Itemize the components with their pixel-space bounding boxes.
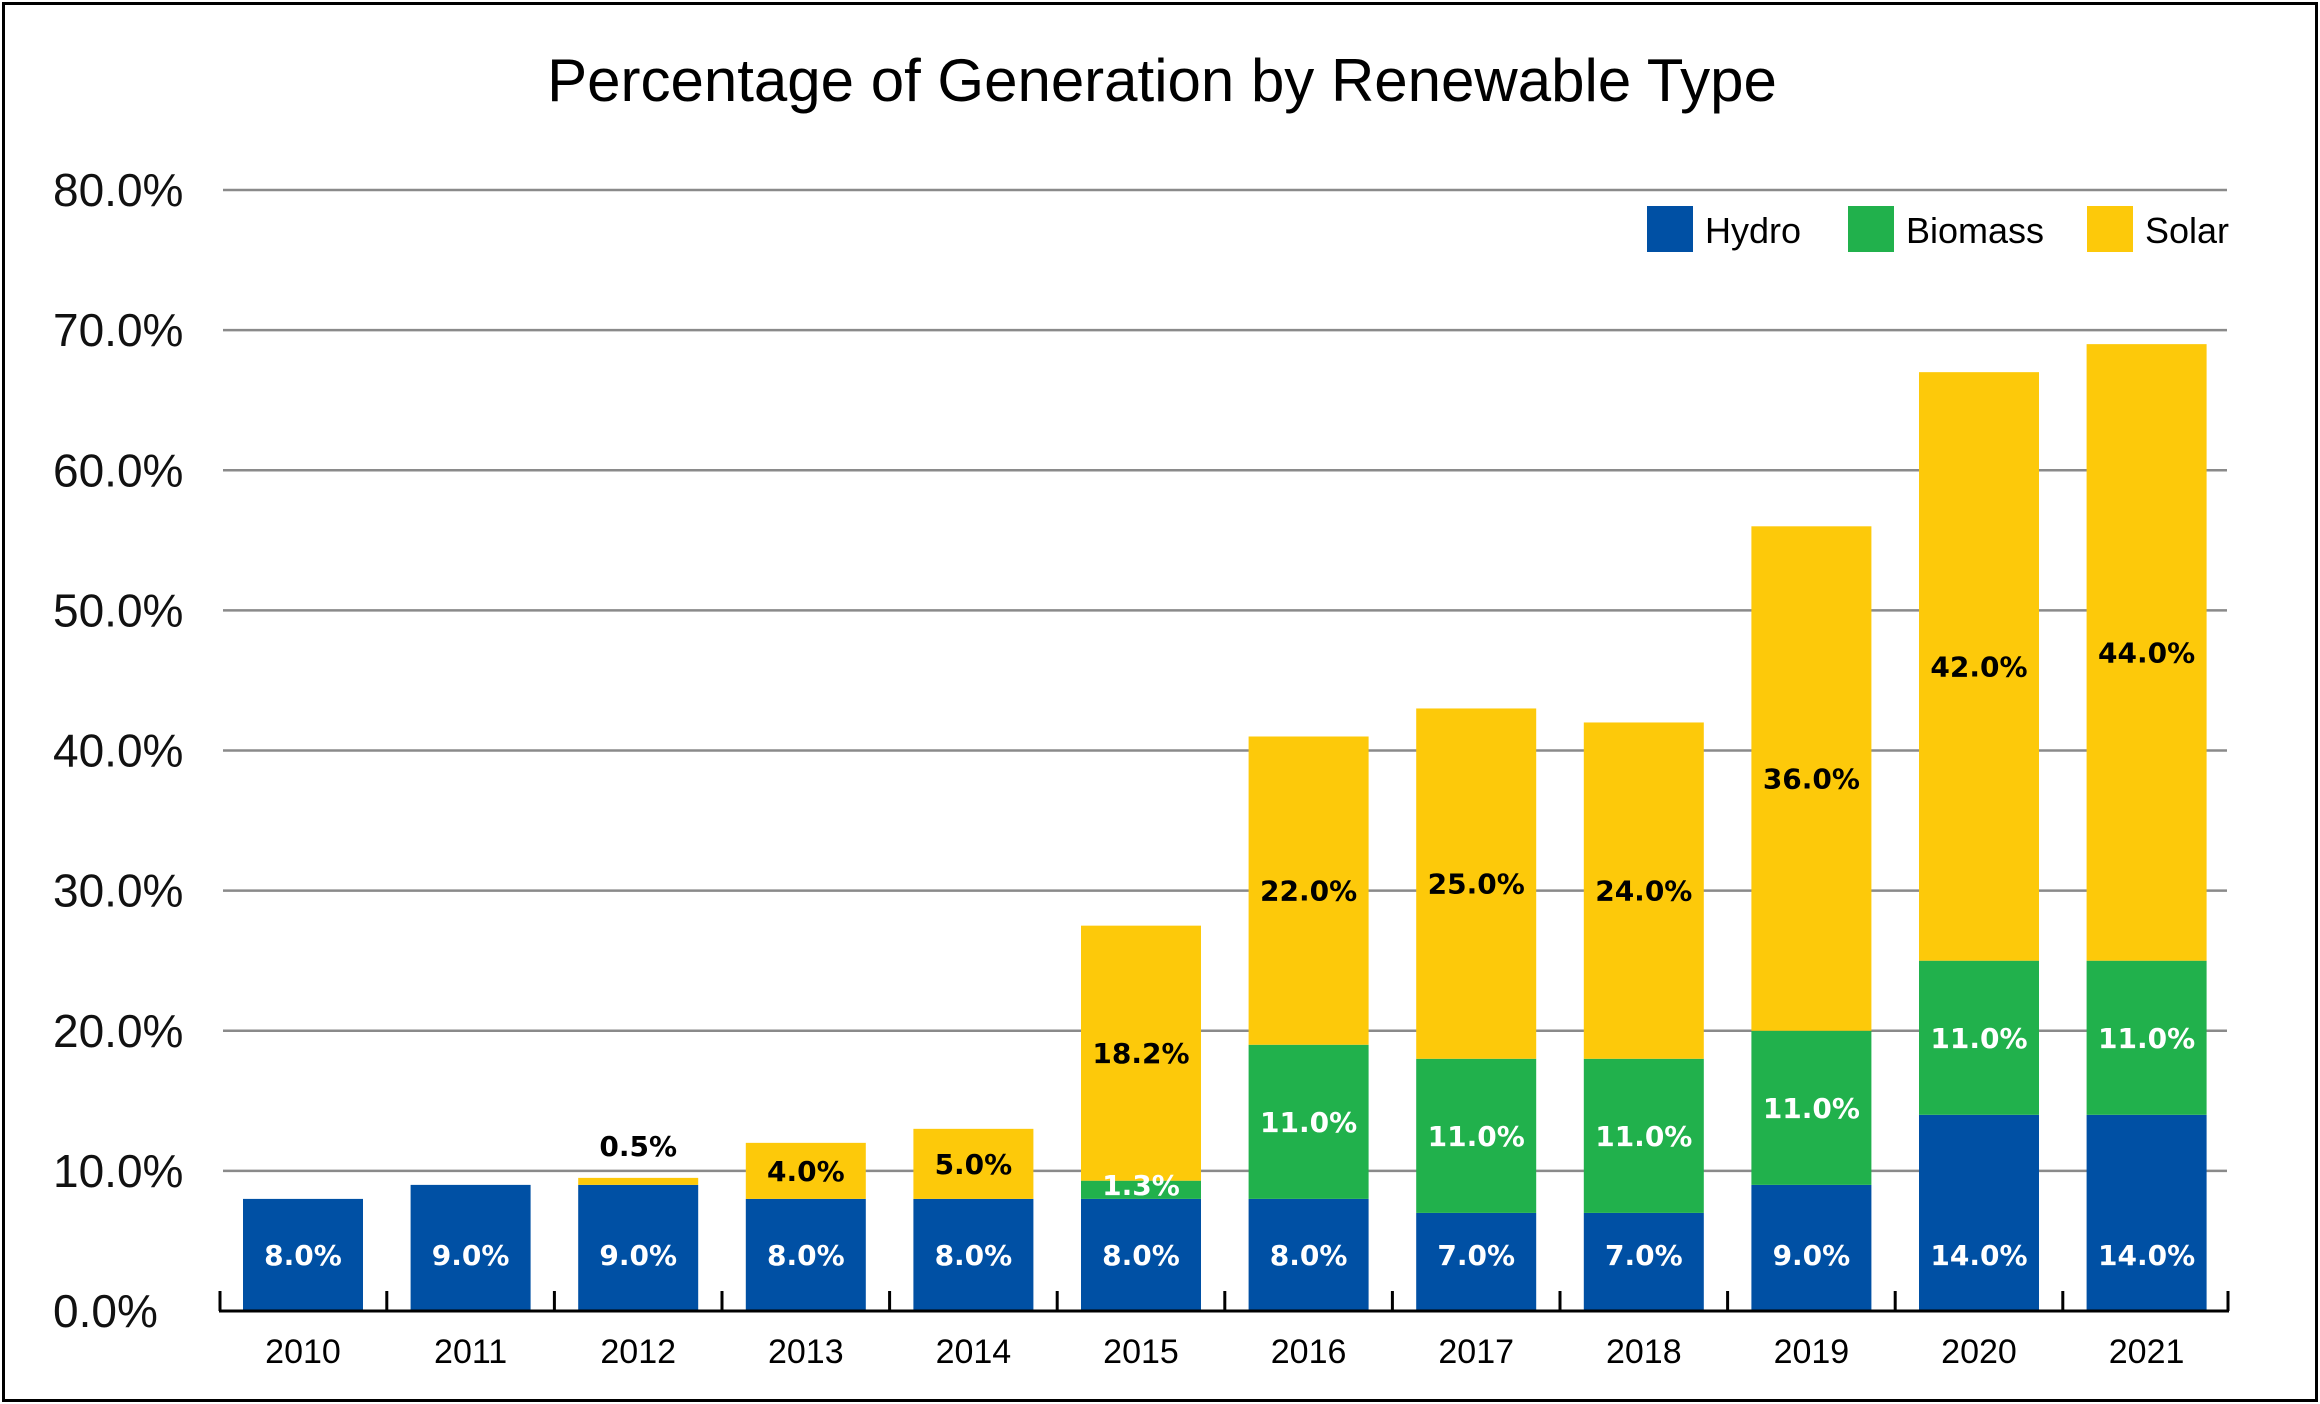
data-label-biomass-2020: 11.0% (1930, 1022, 2027, 1055)
bar-hydro-2017 (1416, 1212, 1537, 1311)
data-label-biomass-2021: 11.0% (2098, 1022, 2195, 1055)
data-label-solar-2018: 24.0% (1595, 875, 1692, 908)
y-tick-label: 50.0% (53, 584, 183, 636)
bar-solar-2020 (1919, 372, 2039, 961)
bar-biomass-2016 (1248, 1044, 1369, 1199)
y-tick-label: 40.0% (53, 725, 183, 777)
x-tick-label: 2019 (1774, 1333, 1850, 1371)
bar-solar-2014 (913, 1128, 1034, 1199)
data-label-hydro-2010: 8.0% (264, 1239, 342, 1272)
bar-hydro-2021 (2086, 1114, 2207, 1311)
bars (243, 344, 2207, 1311)
legend-swatch-hydro (1647, 206, 1693, 252)
data-label-solar-2020: 42.0% (1930, 650, 2027, 683)
data-label-hydro-2012: 9.0% (599, 1239, 677, 1272)
data-label-biomass-2018: 11.0% (1595, 1120, 1692, 1153)
bar-solar-2021 (2086, 344, 2207, 961)
stacked-bar-chart: Percentage of Generation by Renewable Ty… (53, 47, 2230, 1371)
x-tick-label: 2021 (2109, 1333, 2185, 1371)
data-label-hydro-2018: 7.0% (1605, 1239, 1683, 1272)
data-label-biomass-2019: 11.0% (1763, 1092, 1860, 1125)
data-label-solar-2015: 18.2% (1092, 1037, 1189, 1070)
data-label-solar-2012: 0.5% (599, 1130, 677, 1163)
data-label-biomass-2015: 1.3% (1102, 1169, 1180, 1202)
bar-hydro-2020 (1919, 1114, 2039, 1311)
bar-hydro-2013 (745, 1198, 866, 1311)
bar-solar-2015 (1081, 925, 1201, 1181)
data-label-hydro-2015: 8.0% (1102, 1239, 1180, 1272)
bar-hydro-2014 (913, 1198, 1034, 1311)
legend-swatch-solar (2087, 206, 2133, 252)
y-tick-label: 60.0% (53, 444, 183, 496)
gridlines (223, 188, 2227, 1173)
x-tick-label: 2015 (1103, 1333, 1179, 1371)
legend-label-hydro: Hydro (1705, 210, 1801, 251)
bar-hydro-2011 (410, 1184, 531, 1311)
bar-solar-2018 (1583, 722, 1704, 1059)
bar-biomass-2019 (1751, 1030, 1872, 1185)
data-label-hydro-2014: 8.0% (935, 1239, 1013, 1272)
bar-biomass-2020 (1919, 960, 2039, 1115)
bar-biomass-2018 (1583, 1058, 1704, 1213)
bar-biomass-2017 (1416, 1058, 1537, 1213)
x-tick-label: 2020 (1941, 1333, 2017, 1371)
y-tick-label: 20.0% (53, 1005, 183, 1057)
bar-solar-2012 (578, 1177, 699, 1185)
x-tick-label: 2013 (768, 1333, 844, 1371)
y-tick-label: 10.0% (53, 1145, 183, 1197)
data-label-hydro-2020: 14.0% (1930, 1239, 2027, 1272)
bar-solar-2017 (1416, 708, 1537, 1059)
data-label-hydro-2017: 7.0% (1437, 1239, 1515, 1272)
bar-hydro-2010 (243, 1198, 363, 1311)
data-label-solar-2021: 44.0% (2098, 636, 2195, 669)
bar-hydro-2015 (1081, 1198, 1201, 1311)
data-label-biomass-2017: 11.0% (1428, 1120, 1525, 1153)
bar-hydro-2012 (578, 1184, 699, 1311)
x-tick-label: 2012 (600, 1333, 676, 1371)
x-tick-label: 2018 (1606, 1333, 1682, 1371)
legend-label-biomass: Biomass (1906, 210, 2044, 251)
bar-hydro-2016 (1248, 1198, 1369, 1311)
data-label-biomass-2016: 11.0% (1260, 1106, 1357, 1139)
x-tick-label: 2014 (936, 1333, 1012, 1371)
chart-title: Percentage of Generation by Renewable Ty… (547, 47, 1777, 114)
bar-biomass-2015 (1081, 1180, 1201, 1199)
y-tick-label: 80.0% (53, 164, 183, 216)
legend-label-solar: Solar (2145, 210, 2229, 251)
y-tick-label: 30.0% (53, 865, 183, 917)
y-tick-label: 0.0% (53, 1285, 158, 1337)
legend: Hydro Biomass Solar (1647, 206, 2229, 252)
data-label-hydro-2019: 9.0% (1773, 1239, 1851, 1272)
data-labels: 8.0% 9.0% 9.0% 0.5% 8.0% 4.0% 8.0% 5.0% 8.0% 1.3%… (264, 636, 2195, 1272)
x-tick-label: 2017 (1438, 1333, 1514, 1371)
bar-hydro-2019 (1751, 1184, 1872, 1311)
x-tick-label: 2010 (265, 1333, 341, 1371)
legend-swatch-biomass (1848, 206, 1894, 252)
bar-hydro-2018 (1583, 1212, 1704, 1311)
data-label-solar-2019: 36.0% (1763, 763, 1860, 796)
y-tick-label: 70.0% (53, 304, 183, 356)
bar-solar-2019 (1751, 526, 1872, 1031)
bar-biomass-2021 (2086, 960, 2207, 1115)
data-label-hydro-2011: 9.0% (432, 1239, 510, 1272)
data-label-solar-2013: 4.0% (767, 1155, 845, 1188)
x-tick-label: 2016 (1271, 1333, 1347, 1371)
data-label-hydro-2021: 14.0% (2098, 1239, 2195, 1272)
data-label-solar-2016: 22.0% (1260, 875, 1357, 908)
data-label-solar-2014: 5.0% (935, 1148, 1013, 1181)
bar-solar-2016 (1248, 736, 1369, 1045)
bar-solar-2013 (745, 1142, 866, 1199)
x-axis: 2010 2011 2012 2013 2014 2015 2016 2017 2018 2019… (218, 1291, 2230, 1371)
data-label-solar-2017: 25.0% (1428, 868, 1525, 901)
x-tick-label: 2011 (434, 1333, 507, 1371)
data-label-hydro-2016: 8.0% (1270, 1239, 1348, 1272)
y-axis-ticks: 0.0% 10.0% 20.0% 30.0% 40.0% 50.0% 60.0% 70.0% 8… (53, 164, 183, 1337)
data-label-hydro-2013: 8.0% (767, 1239, 845, 1272)
